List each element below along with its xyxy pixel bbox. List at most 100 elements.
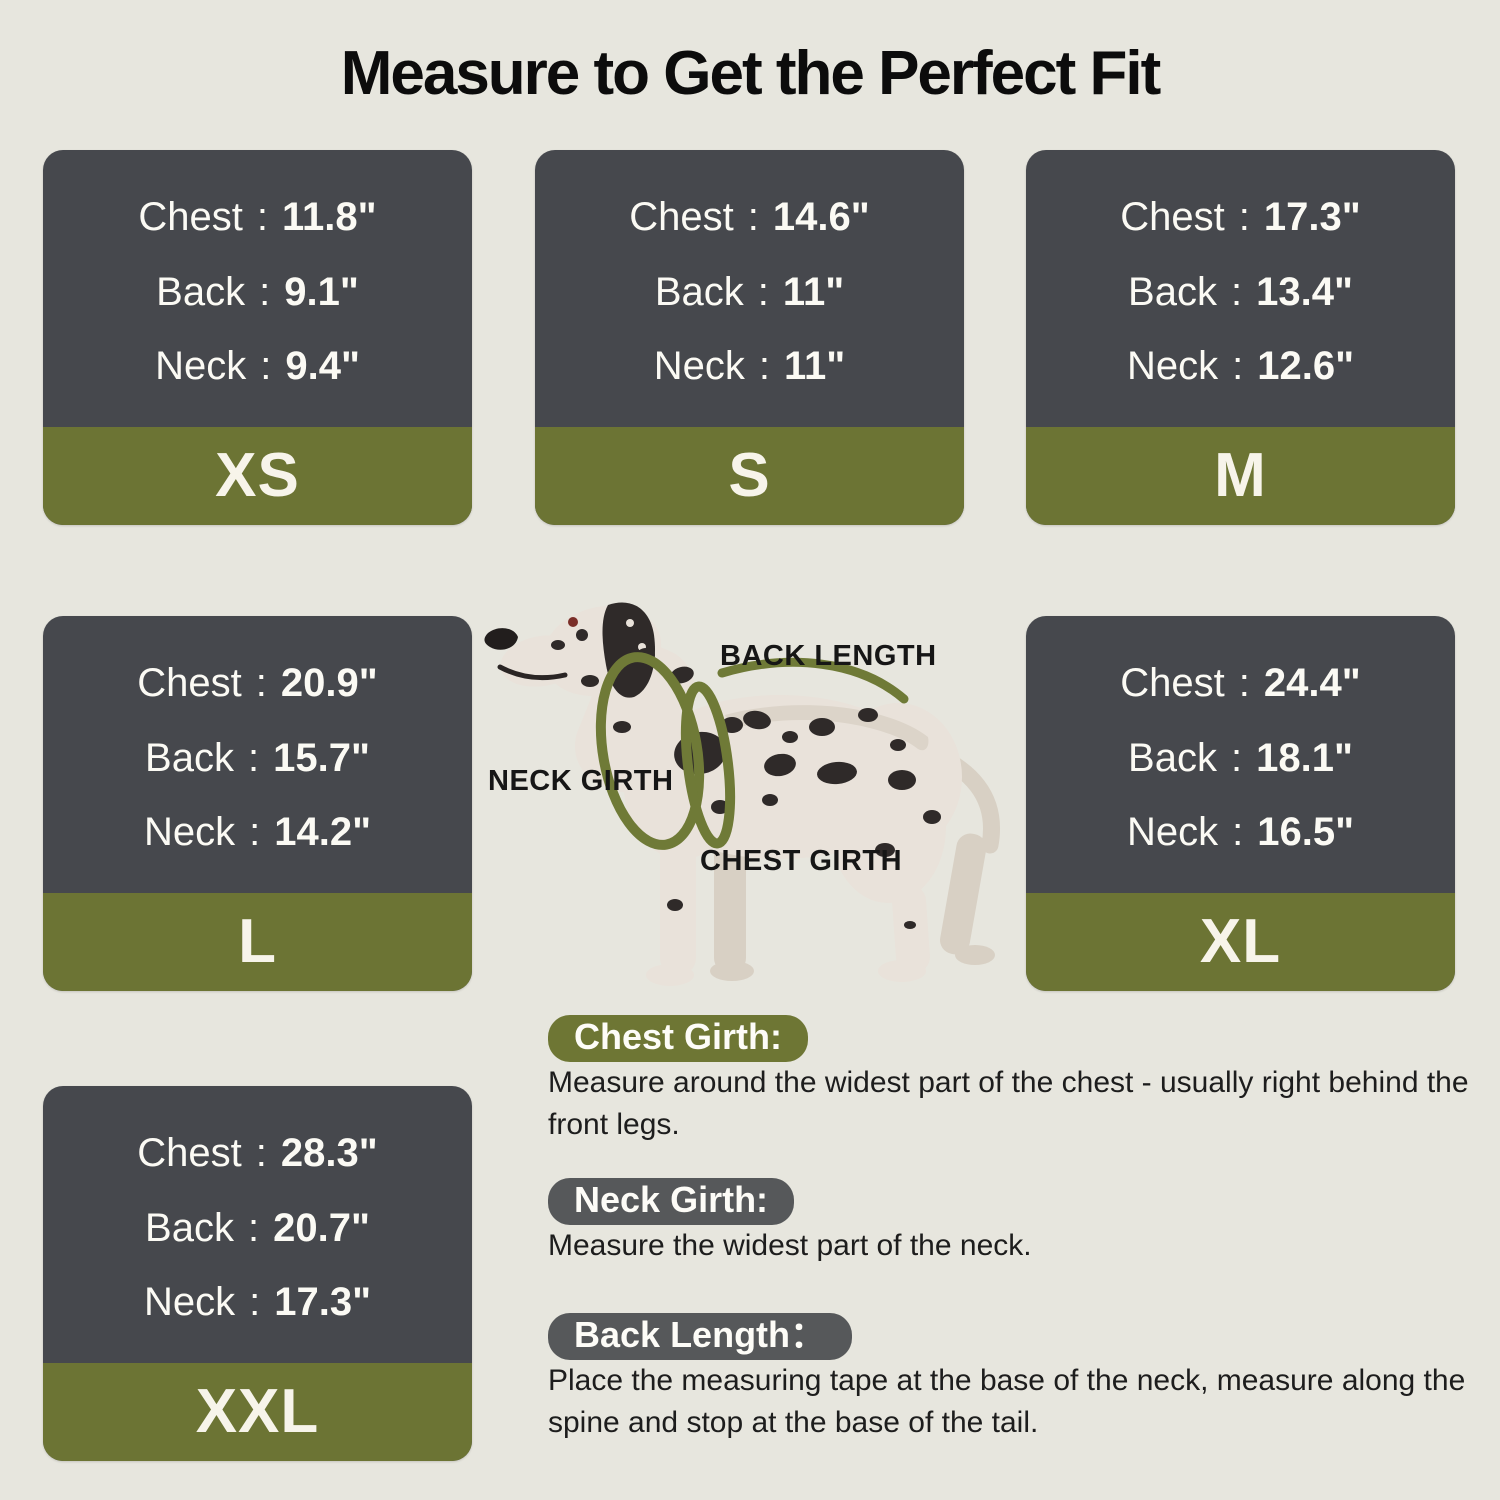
size-label-bar: XXL [43, 1363, 472, 1461]
measurement-label: Neck [143, 810, 236, 855]
size-card-m: Chest : 17.3" Back : 13.4" Neck : 12.6" … [1026, 150, 1455, 525]
chest-measurement: Chest : 17.3" [1026, 197, 1455, 237]
measurement-label: Chest [1120, 660, 1225, 705]
measurement-separator: : [757, 269, 769, 314]
size-label-bar: S [535, 427, 964, 525]
measurement-separator: : [1230, 735, 1243, 780]
measurement-value: 9.1" [284, 269, 359, 314]
measurement-label: Chest [137, 1130, 242, 1175]
size-card-s: Chest : 14.6" Back : 11" Neck : 11" S [535, 150, 964, 525]
measurement-value: 13.4" [1256, 269, 1353, 314]
size-label-bar: L [43, 893, 472, 991]
chest-girth-heading-pill: Chest Girth: [548, 1015, 809, 1062]
measurement-label: Neck [155, 344, 247, 389]
neck-measurement: Neck : 9.4" [43, 346, 472, 386]
chest-measurement: Chest : 28.3" [43, 1133, 472, 1173]
measurement-label: Back [156, 269, 246, 314]
measurement-separator: : [1232, 810, 1244, 855]
chest-measurement: Chest : 14.6" [535, 197, 964, 237]
size-label: XL [1199, 907, 1282, 976]
measurement-value: 17.3" [1263, 194, 1361, 239]
measurement-value: 14.6" [772, 194, 870, 239]
size-card-measurements: Chest : 28.3" Back : 20.7" Neck : 17.3" [43, 1086, 472, 1363]
back-length-description: Place the measuring tape at the base of … [548, 1364, 1466, 1439]
measurement-label: Neck [1126, 344, 1219, 389]
size-label: S [728, 441, 771, 510]
size-card-measurements: Chest : 17.3" Back : 13.4" Neck : 12.6" [1026, 150, 1455, 427]
measurement-separator: : [249, 810, 261, 855]
neck-girth-description: Measure the widest part of the neck. [548, 1229, 1032, 1262]
neck-girth-heading-pill: Neck Girth: [548, 1178, 795, 1225]
measurement-separator: : [758, 344, 770, 389]
size-label: L [238, 907, 277, 976]
back-measurement: Back : 13.4" [1026, 272, 1455, 312]
neck-measurement: Neck : 17.3" [43, 1282, 472, 1322]
back-measurement: Back : 15.7" [43, 738, 472, 778]
neck-measurement: Neck : 16.5" [1026, 812, 1455, 852]
neck-girth-line [595, 652, 705, 850]
measurement-separator: : [260, 344, 272, 389]
measurement-separator: : [1232, 344, 1244, 389]
chest-measurement: Chest : 24.4" [1026, 663, 1455, 703]
chest-girth-label: CHEST GIRTH [700, 845, 903, 877]
neck-girth-label: NECK GIRTH [488, 765, 674, 797]
size-label: XXL [195, 1377, 320, 1446]
measurement-separator: : [247, 1205, 260, 1250]
back-measurement: Back : 18.1" [1026, 738, 1455, 778]
measurement-label: Neck [653, 344, 745, 389]
measurement-label: Back [145, 1205, 234, 1250]
measurement-label: Back [1128, 269, 1217, 314]
dog-mouth-line [497, 664, 568, 681]
page-title: Measure to Get the Perfect Fit [340, 39, 1162, 108]
back-measurement: Back : 9.1" [43, 272, 472, 312]
measurement-separator: : [259, 269, 271, 314]
dog-eye [576, 629, 588, 641]
size-card-xxl: Chest : 28.3" Back : 20.7" Neck : 17.3" … [43, 1086, 472, 1461]
measurement-value: 9.4" [285, 344, 360, 389]
size-card-measurements: Chest : 14.6" Back : 11" Neck : 11" [535, 150, 964, 427]
measurement-separator: : [1238, 194, 1250, 239]
measurement-label: Neck [1126, 810, 1219, 855]
size-card-measurements: Chest : 24.4" Back : 18.1" Neck : 16.5" [1026, 616, 1455, 893]
size-label-bar: M [1026, 427, 1455, 525]
size-label: XS [215, 441, 300, 510]
size-card-measurements: Chest : 11.8" Back : 9.1" Neck : 9.4" [43, 150, 472, 427]
measurement-value: 17.3" [274, 1280, 372, 1325]
neck-measurement: Neck : 12.6" [1026, 346, 1455, 386]
measurement-value: 28.3" [280, 1130, 378, 1175]
size-label: M [1214, 441, 1267, 510]
chest-measurement: Chest : 20.9" [43, 663, 472, 703]
dog-illustration [484, 602, 1000, 986]
measurement-separator: : [247, 735, 260, 780]
measurement-separator: : [255, 660, 267, 705]
neck-measurement: Neck : 11" [535, 346, 964, 386]
back-measurement: Back : 20.7" [43, 1208, 472, 1248]
chest-girth-description: Measure around the widest part of the ch… [548, 1066, 1469, 1141]
size-card-measurements: Chest : 20.9" Back : 15.7" Neck : 14.2" [43, 616, 472, 893]
measurement-label: Chest [1120, 194, 1225, 239]
size-label-bar: XL [1026, 893, 1455, 991]
measurement-value: 20.9" [280, 660, 378, 705]
measurement-value: 16.5" [1257, 810, 1355, 855]
measurement-value: 15.7" [273, 735, 370, 780]
measurement-label: Back [1128, 735, 1217, 780]
measurement-value: 18.1" [1256, 735, 1353, 780]
measurement-separator: : [255, 1130, 267, 1175]
back-measurement: Back : 11" [535, 272, 964, 312]
neck-measurement: Neck : 14.2" [43, 812, 472, 852]
measurement-separator: : [256, 194, 268, 239]
back-length-line [717, 657, 909, 704]
measurement-value: 11.8" [282, 194, 377, 239]
measurement-separator: : [249, 1280, 261, 1325]
size-label-bar: XS [43, 427, 472, 525]
measurement-value: 11" [784, 344, 846, 389]
measurement-label: Chest [138, 194, 243, 239]
measurement-value: 24.4" [1263, 660, 1361, 705]
measurement-label: Back [145, 735, 234, 780]
measurement-separator: : [1238, 660, 1250, 705]
measurement-separator: : [1230, 269, 1243, 314]
back-length-heading-pill: Back Length： [548, 1313, 853, 1360]
measurement-separator: : [747, 194, 759, 239]
dog-measurement-diagram [470, 595, 1030, 995]
measurement-label: Back [654, 269, 744, 314]
